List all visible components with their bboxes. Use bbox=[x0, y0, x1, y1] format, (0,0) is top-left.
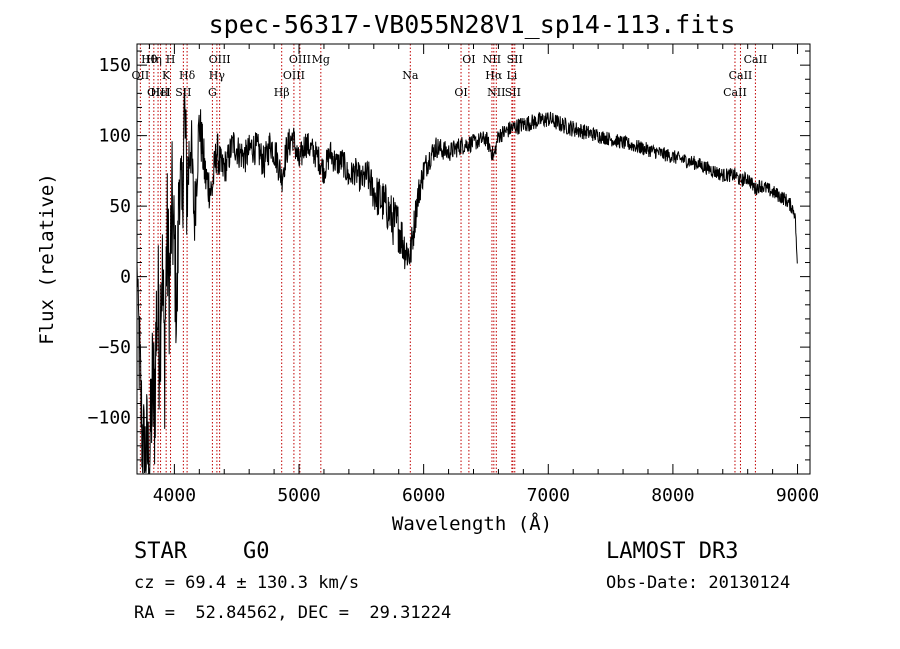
chart-title: spec-56317-VB055N28V1_sp14-113.fits bbox=[209, 10, 736, 39]
line-marker-label: CaII bbox=[744, 53, 768, 66]
line-marker-label: Hθ bbox=[141, 53, 158, 66]
y-axis-label: Flux (relative) bbox=[36, 173, 58, 345]
subclass: G0 bbox=[243, 539, 270, 564]
x-tick-label: 6000 bbox=[402, 485, 445, 506]
line-marker-label: OIII bbox=[209, 53, 231, 66]
line-marker-label: OIII bbox=[283, 69, 305, 82]
line-marker-label: Hδ bbox=[179, 69, 196, 82]
line-markers bbox=[139, 44, 756, 474]
survey-name: LAMOST DR3 bbox=[606, 539, 739, 564]
line-marker-label: NII bbox=[483, 53, 501, 66]
x-tick-label: 7000 bbox=[527, 485, 570, 506]
x-axis-label: Wavelength (Å) bbox=[392, 512, 552, 535]
y-tick-label: −50 bbox=[98, 337, 131, 358]
coordinates-line: RA = 52.84562, DEC = 29.31224 bbox=[134, 603, 452, 623]
x-axis-ticks: 4000 5000 6000 7000 8000 9000 bbox=[148, 44, 819, 506]
line-marker-label: Hγ bbox=[209, 69, 226, 82]
y-axis-ticks: −100 −50 0 50 100 150 bbox=[88, 50, 810, 461]
x-tick-label: 4000 bbox=[153, 485, 196, 506]
y-tick-label: 0 bbox=[120, 267, 131, 288]
spectrum-line bbox=[136, 88, 798, 475]
line-marker-label: SII bbox=[175, 86, 191, 99]
line-marker-label: Hα bbox=[485, 69, 503, 82]
line-marker-label: SII bbox=[507, 53, 523, 66]
line-marker-label: K bbox=[162, 69, 171, 82]
line-marker-label: CaII bbox=[723, 86, 747, 99]
line-marker-label: OII bbox=[132, 69, 150, 82]
plot-frame bbox=[136, 43, 811, 475]
obs-date-line: Obs-Date: 20130124 bbox=[606, 573, 791, 593]
line-marker-label: OI bbox=[462, 53, 475, 66]
line-marker-label: OI bbox=[454, 86, 467, 99]
line-marker-label: HeI bbox=[150, 86, 170, 99]
line-marker-label: OIII bbox=[147, 86, 169, 99]
redshift-line: cz = 69.4 ± 130.3 km/s bbox=[134, 573, 360, 593]
line-marker-label: CaII bbox=[729, 69, 753, 82]
y-tick-label: 50 bbox=[109, 196, 131, 217]
line-marker-label: SII bbox=[505, 86, 521, 99]
line-marker-label: Li bbox=[506, 69, 517, 82]
x-tick-label: 8000 bbox=[651, 485, 694, 506]
line-marker-label: Hη bbox=[146, 53, 162, 66]
y-tick-label: 100 bbox=[98, 126, 131, 147]
object-type: STAR bbox=[134, 539, 187, 564]
line-marker-label: Na bbox=[402, 69, 419, 82]
line-marker-labels: Hθ OII OIII HηK HeI HHδ SII OIII Hγ G OIII OIII Hβ Mg… bbox=[132, 53, 768, 99]
line-marker-label: OIII bbox=[289, 53, 311, 66]
line-marker-label: G bbox=[208, 86, 217, 99]
x-tick-label: 9000 bbox=[776, 485, 819, 506]
y-tick-label: 150 bbox=[98, 55, 131, 76]
x-tick-label: 5000 bbox=[277, 485, 320, 506]
line-marker-label: Hβ bbox=[274, 86, 290, 99]
y-tick-label: −100 bbox=[88, 408, 131, 429]
line-marker-label: NII bbox=[487, 86, 505, 99]
line-marker-label: H bbox=[166, 53, 176, 66]
line-marker-label: Mg bbox=[312, 53, 330, 66]
